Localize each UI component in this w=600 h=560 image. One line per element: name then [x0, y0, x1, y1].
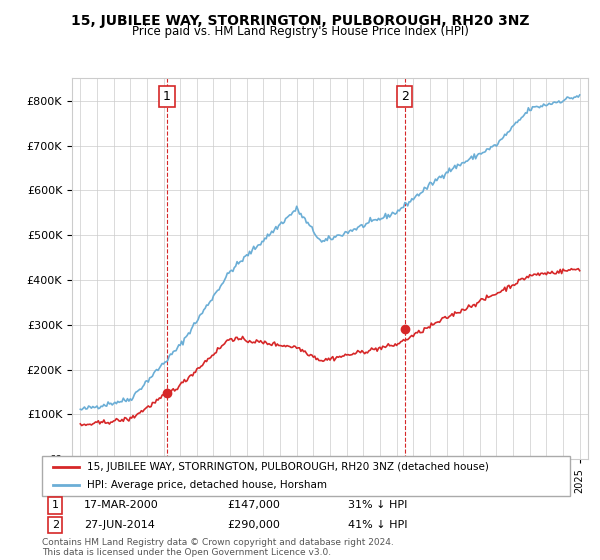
Text: 2: 2	[52, 520, 59, 530]
Text: HPI: Average price, detached house, Horsham: HPI: Average price, detached house, Hors…	[87, 479, 327, 489]
Text: 17-MAR-2000: 17-MAR-2000	[84, 501, 159, 510]
Text: 15, JUBILEE WAY, STORRINGTON, PULBOROUGH, RH20 3NZ: 15, JUBILEE WAY, STORRINGTON, PULBOROUGH…	[71, 14, 529, 28]
Text: £290,000: £290,000	[227, 520, 280, 530]
Text: £147,000: £147,000	[227, 501, 280, 510]
Text: Contains HM Land Registry data © Crown copyright and database right 2024.
This d: Contains HM Land Registry data © Crown c…	[42, 538, 394, 557]
Text: 1: 1	[52, 501, 59, 510]
Text: 31% ↓ HPI: 31% ↓ HPI	[348, 501, 407, 510]
Text: 1: 1	[163, 90, 171, 103]
Text: 15, JUBILEE WAY, STORRINGTON, PULBOROUGH, RH20 3NZ (detached house): 15, JUBILEE WAY, STORRINGTON, PULBOROUGH…	[87, 463, 489, 473]
Text: 2: 2	[401, 90, 409, 103]
Text: 27-JUN-2014: 27-JUN-2014	[84, 520, 155, 530]
Text: Price paid vs. HM Land Registry's House Price Index (HPI): Price paid vs. HM Land Registry's House …	[131, 25, 469, 38]
FancyBboxPatch shape	[42, 456, 570, 496]
Text: 41% ↓ HPI: 41% ↓ HPI	[348, 520, 408, 530]
